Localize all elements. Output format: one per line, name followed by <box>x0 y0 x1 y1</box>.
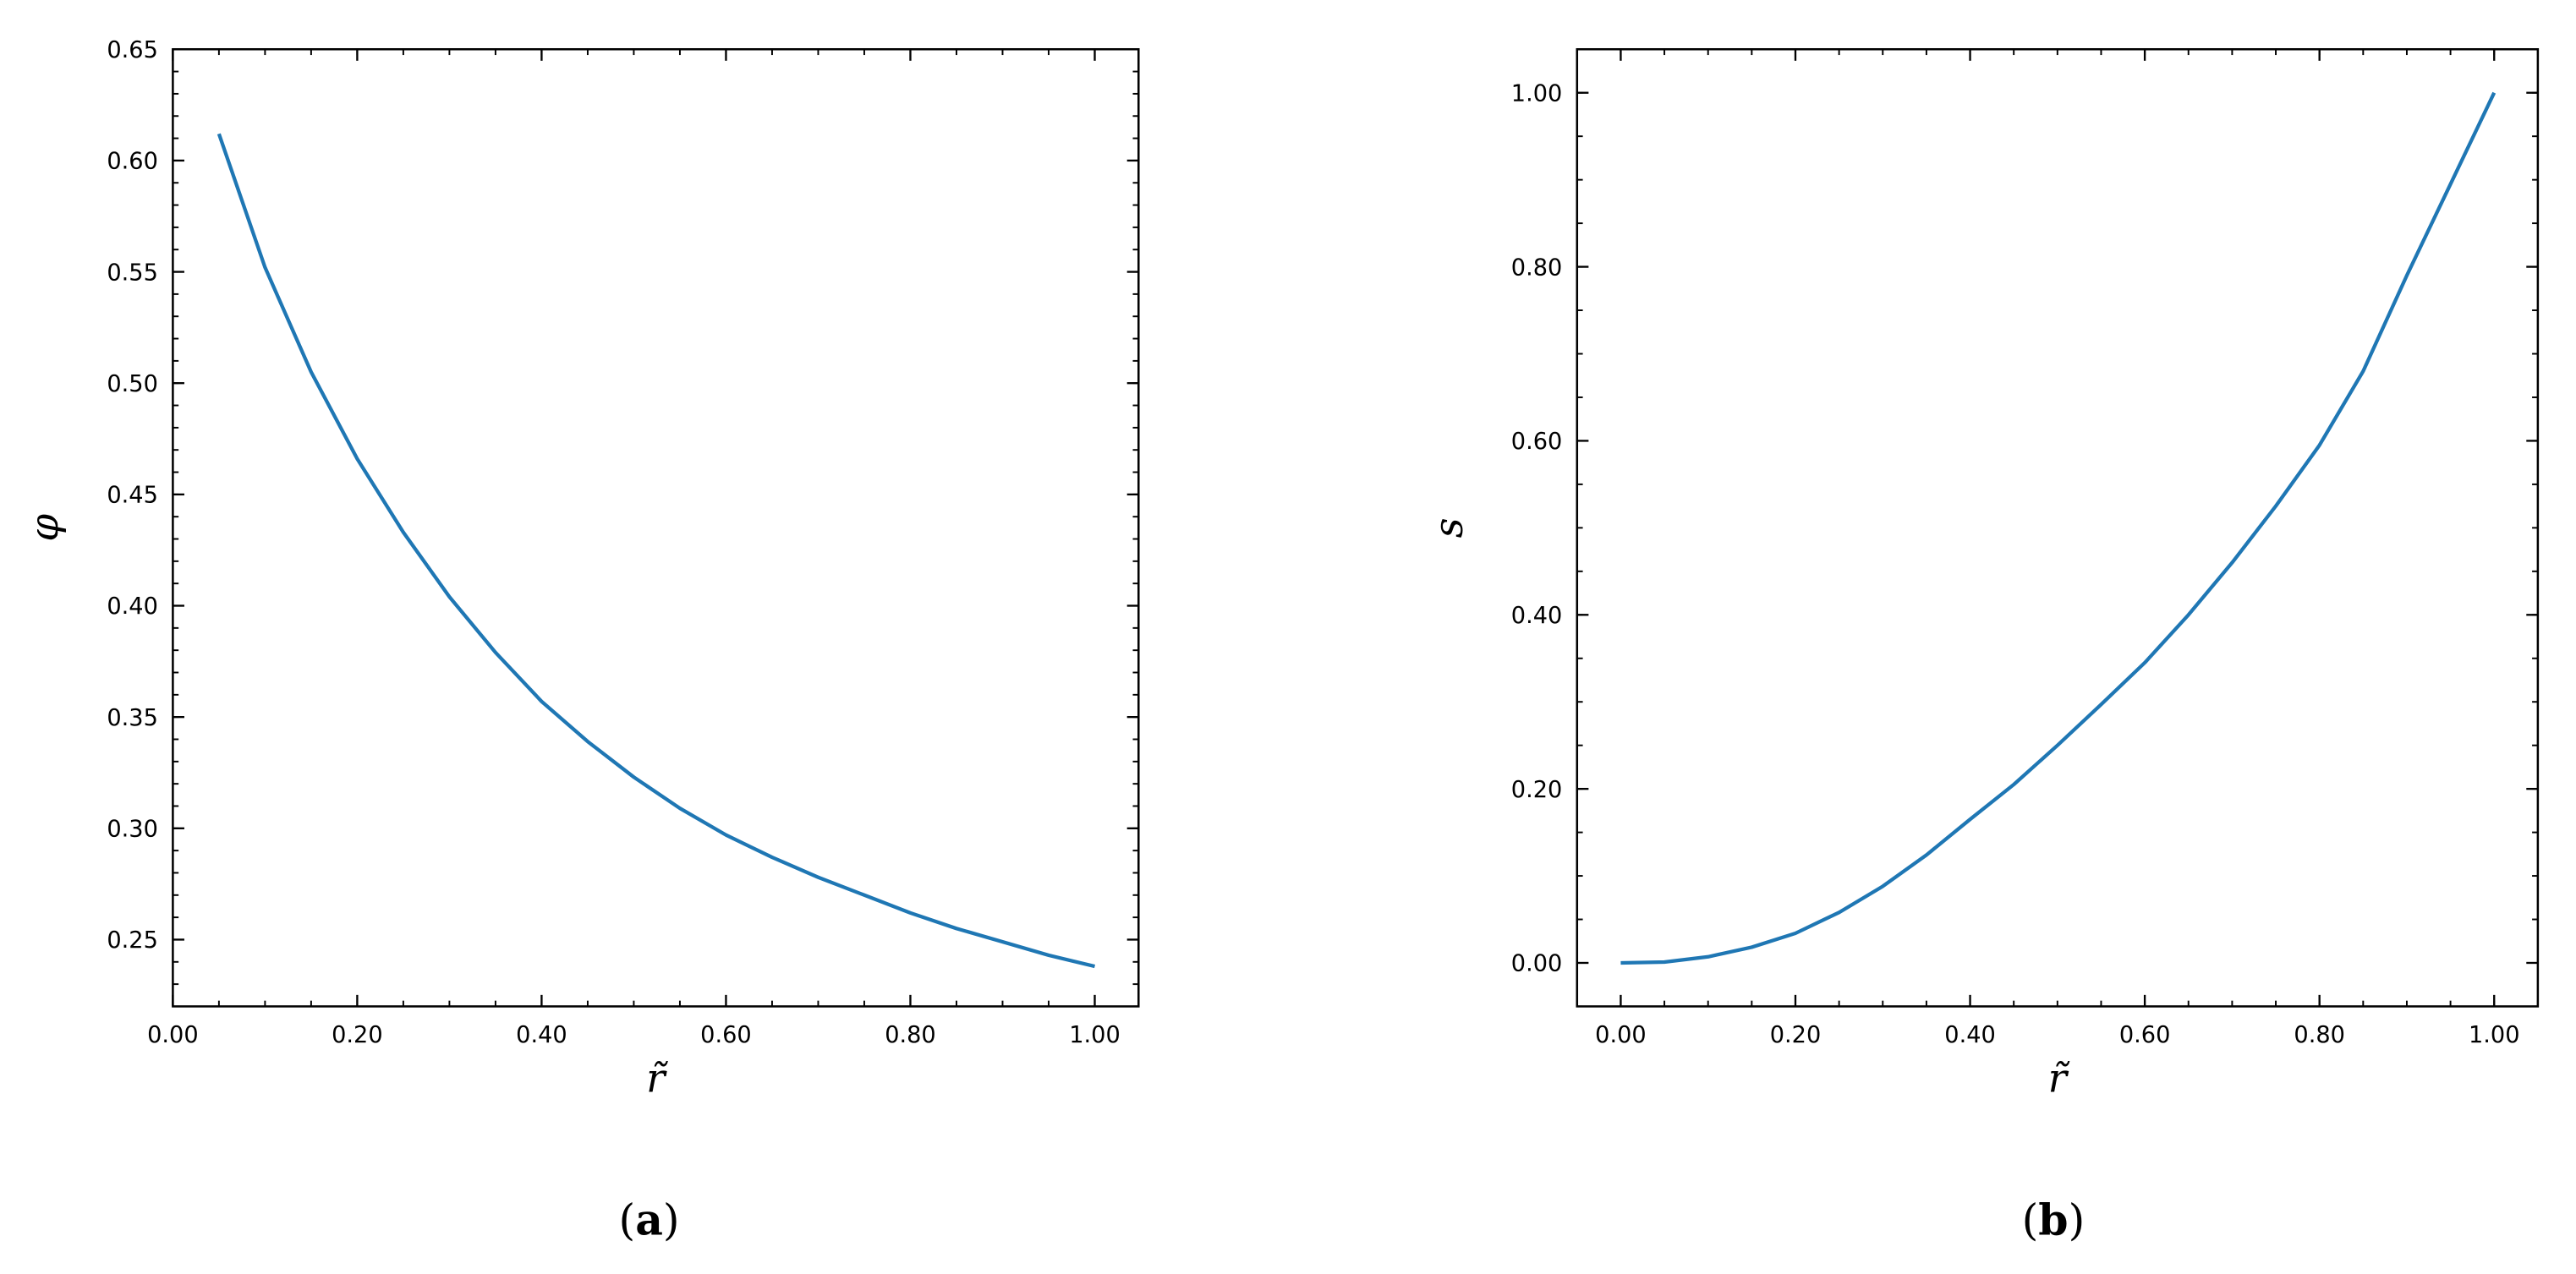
y-tick-label: 0.30 <box>107 817 158 843</box>
y-axis-label: φ <box>21 514 67 542</box>
series-line-s <box>1620 91 2497 965</box>
x-tick-label: 0.00 <box>1595 1022 1646 1048</box>
y-tick-label: 0.60 <box>1511 429 1562 455</box>
y-tick-label: 0.50 <box>107 371 158 397</box>
y-tick-label: 0.65 <box>107 37 158 63</box>
y-tick-label: 0.40 <box>1511 603 1562 629</box>
x-axis-label: r̃ <box>2048 1055 2070 1101</box>
y-tick-label: 0.35 <box>107 705 158 731</box>
axes-frame <box>1576 47 2540 1008</box>
x-tick-label: 0.20 <box>332 1022 383 1048</box>
axes-frame <box>172 47 1140 1008</box>
y-tick-label: 0.80 <box>1511 254 1562 281</box>
y-tick-label: 0.25 <box>107 927 158 954</box>
x-tick-label: 0.60 <box>2119 1022 2171 1048</box>
y-tick-label: 0.55 <box>107 260 158 286</box>
x-tick-label: 0.00 <box>147 1022 198 1048</box>
caption-b: (b) <box>2022 1195 2085 1244</box>
x-axis-label: r̃ <box>646 1055 668 1101</box>
x-tick-label: 0.20 <box>1770 1022 1822 1048</box>
y-tick-label: 0.00 <box>1511 951 1562 977</box>
caption-a: (a) <box>618 1195 679 1244</box>
y-tick-label: 0.40 <box>107 593 158 620</box>
x-tick-label: 1.00 <box>1069 1022 1121 1048</box>
x-tick-label: 0.80 <box>885 1022 935 1048</box>
y-tick-label: 1.00 <box>1511 80 1562 107</box>
x-tick-label: 1.00 <box>2469 1022 2520 1048</box>
panel-b: 0.00 0.20 0.40 0.60 0.80 1.00 0.00 0.20 0.40 0.60… <box>1426 47 2540 1101</box>
x-tick-label: 0.40 <box>1944 1022 1996 1048</box>
y-tick-label: 0.60 <box>107 149 158 175</box>
y-tick-label: 0.45 <box>107 483 158 509</box>
y-axis-label: s <box>1426 517 1472 538</box>
y-tick-label: 0.20 <box>1511 777 1562 803</box>
x-tick-label: 0.40 <box>516 1022 567 1048</box>
panel-a: 0.00 0.20 0.40 0.60 0.80 1.00 0.25 0.30 0.35 0.40… <box>21 37 1140 1101</box>
series-line-phi <box>216 133 1096 969</box>
x-tick-label: 0.80 <box>2294 1022 2345 1048</box>
x-tick-label: 0.60 <box>700 1022 752 1048</box>
